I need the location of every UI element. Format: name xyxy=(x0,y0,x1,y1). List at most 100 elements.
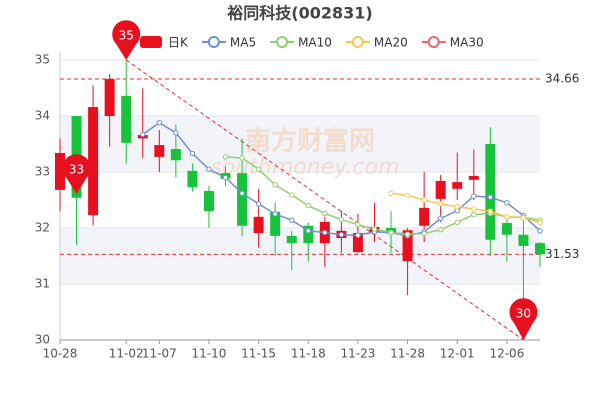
candle-body xyxy=(203,191,214,212)
watermark: 南方财富网 xyxy=(245,126,375,157)
ma-point xyxy=(305,228,311,234)
ma-point xyxy=(421,197,427,203)
legend-label: MA10 xyxy=(298,36,332,50)
candle-body xyxy=(468,175,479,180)
ma-point xyxy=(322,229,328,236)
ma-point xyxy=(189,150,196,157)
grid-band xyxy=(60,116,540,172)
legend-label: 日K xyxy=(168,36,189,50)
legend-label: MA30 xyxy=(450,36,484,50)
ma-point xyxy=(520,215,527,221)
candle-body xyxy=(104,79,115,116)
ma-point xyxy=(289,217,295,223)
x-tick-label: 12-01 xyxy=(440,347,475,361)
ma-point xyxy=(487,194,494,200)
ma-point xyxy=(305,202,311,209)
candle-body xyxy=(303,225,314,244)
ma-point xyxy=(504,200,510,206)
y-tick-label: 31 xyxy=(35,277,50,291)
ma-point xyxy=(355,221,361,228)
reference-label: 34.66 xyxy=(545,72,579,86)
grid-band xyxy=(60,228,540,284)
candle-body xyxy=(55,152,65,190)
x-tick-label: 11-07 xyxy=(142,347,177,361)
legend-swatch xyxy=(351,36,364,48)
ma-point xyxy=(454,219,460,226)
candle-body xyxy=(435,180,446,199)
ma-point xyxy=(371,226,378,232)
x-tick-label: 11-10 xyxy=(192,347,227,361)
candle-body xyxy=(485,144,496,240)
candle-body xyxy=(352,233,363,253)
ma-point xyxy=(537,219,543,226)
legend-item: MA5 xyxy=(201,36,256,50)
legend-swatch xyxy=(207,36,220,48)
candle-body xyxy=(452,182,463,189)
ma-point xyxy=(471,211,477,218)
ma-point xyxy=(388,190,394,196)
candle-body xyxy=(535,243,545,255)
candle-body xyxy=(286,235,297,244)
candle-body xyxy=(170,149,181,161)
x-tick-label: 11-02 xyxy=(109,347,144,361)
y-tick-label: 33 xyxy=(35,165,50,179)
ma-point xyxy=(140,131,146,138)
ma-point xyxy=(437,215,444,222)
ma-point xyxy=(272,182,278,188)
ma-point xyxy=(487,208,494,214)
ma-point xyxy=(454,204,460,210)
ma-point xyxy=(388,229,394,236)
chart-title: 裕同科技(002831) xyxy=(226,4,372,23)
ma-point xyxy=(338,232,345,238)
ma-point xyxy=(289,192,295,198)
ma-point xyxy=(504,214,510,220)
candle-body xyxy=(270,211,281,236)
ma-point xyxy=(404,231,411,237)
legend-item: MA20 xyxy=(345,36,408,50)
pin-label: 35 xyxy=(119,29,134,43)
candle-body xyxy=(518,234,529,246)
x-tick-label: 11-15 xyxy=(241,347,276,361)
candle-body xyxy=(154,145,165,157)
candle-body xyxy=(253,216,264,234)
candle-body xyxy=(121,95,132,143)
ma-point xyxy=(255,166,262,172)
x-tick-label: 11-28 xyxy=(390,347,425,361)
ma-point xyxy=(239,155,245,161)
legend-swatch xyxy=(140,36,162,48)
ma-point xyxy=(239,190,245,196)
legend-item: 日K xyxy=(140,36,189,50)
ma-point xyxy=(355,232,361,238)
y-tick-label: 30 xyxy=(35,333,50,347)
ma-point xyxy=(404,192,411,199)
ma-point xyxy=(222,154,229,160)
y-tick-label: 35 xyxy=(35,53,50,67)
ma-line xyxy=(225,156,541,235)
pin-marker xyxy=(509,298,538,340)
x-tick-label: 11-18 xyxy=(291,347,326,361)
pin-label: 33 xyxy=(69,163,84,177)
ma-point xyxy=(338,216,345,223)
x-tick-label: 12-06 xyxy=(489,347,524,361)
ma-point xyxy=(272,211,278,217)
candle-body xyxy=(419,207,430,226)
ma-point xyxy=(206,166,212,172)
legend-label: MA20 xyxy=(374,36,408,50)
ma-point xyxy=(173,130,179,136)
legend-item: MA10 xyxy=(270,36,332,50)
pin-marker xyxy=(112,20,141,60)
ma-point xyxy=(322,210,328,217)
ma-point xyxy=(437,226,444,233)
x-tick-label: 11-23 xyxy=(340,347,375,361)
candle-body xyxy=(501,222,512,235)
trend-connector xyxy=(125,59,524,341)
y-tick-label: 34 xyxy=(35,109,50,123)
legend-swatch xyxy=(276,36,289,48)
candle-body xyxy=(187,170,198,188)
reference-label: 31.53 xyxy=(545,247,579,261)
ma-point xyxy=(471,193,477,199)
candle-body xyxy=(237,173,248,226)
ma-point xyxy=(421,230,427,237)
ma-point xyxy=(222,174,229,181)
